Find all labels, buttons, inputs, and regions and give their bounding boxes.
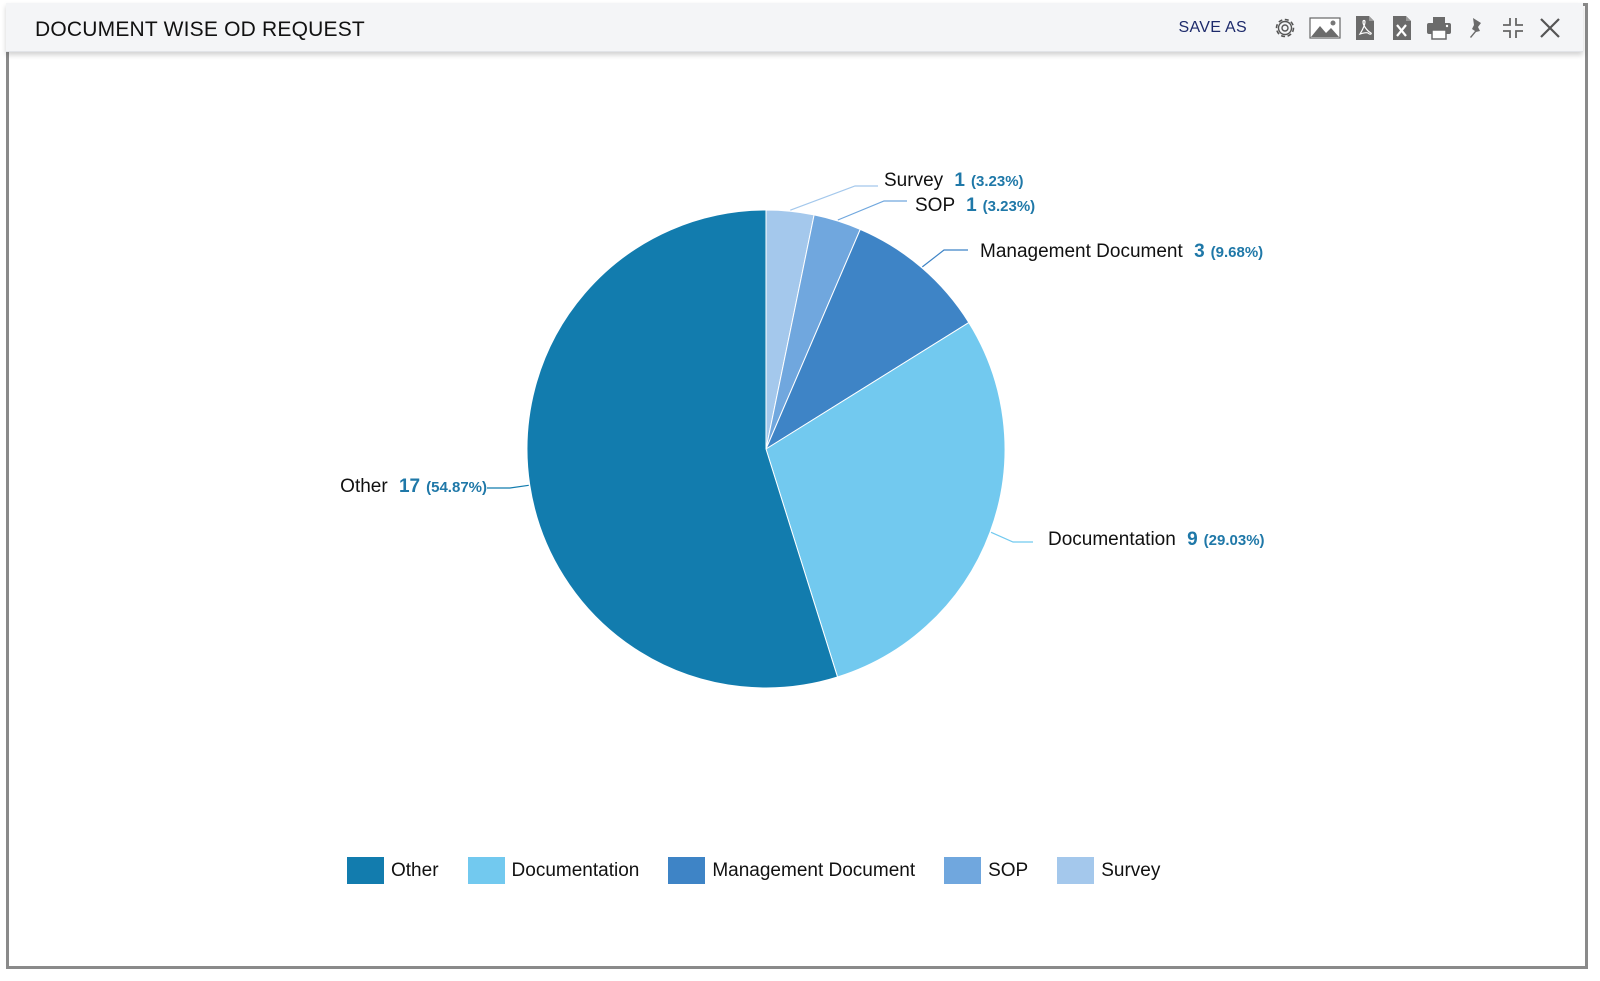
data-label-percent: (29.03%): [1204, 532, 1265, 549]
data-label-survey: Survey 1 (3.23%): [884, 170, 1024, 191]
data-label-name: Documentation: [1048, 529, 1181, 550]
data-label-percent: (3.23%): [983, 198, 1036, 215]
data-label-percent: (54.87%): [426, 479, 487, 496]
chart-legend: Other Documentation Management Document SOP…: [347, 857, 1189, 884]
pie-labels: Survey 1 (3.23%) SOP 1 (3.23%) Management Do…: [340, 170, 1264, 550]
legend-swatch: [1057, 857, 1095, 884]
close-icon[interactable]: [1535, 13, 1565, 43]
pie-slice-management-document[interactable]: [764, 228, 970, 451]
pdf-icon[interactable]: [1350, 13, 1380, 43]
pin-icon[interactable]: [1461, 13, 1491, 43]
data-label-name: Other: [340, 476, 393, 497]
page-title: DOCUMENT WISE OD REQUEST: [35, 18, 365, 41]
data-label-name: SOP: [915, 195, 960, 216]
pie-slices: [526, 209, 1006, 689]
panel-header: DOCUMENT WISE OD REQUEST SAVE AS: [6, 3, 1583, 52]
save-as-button[interactable]: SAVE AS: [1178, 19, 1247, 36]
pie-slice-documentation[interactable]: [765, 321, 1006, 678]
data-label-name: Survey: [884, 170, 948, 191]
data-label-percent: (9.68%): [1211, 244, 1264, 261]
label-connector-other: [487, 484, 529, 489]
data-label-value: 9: [1187, 529, 1198, 550]
data-label-value: 1: [966, 195, 977, 216]
label-connector-management-document: [921, 249, 968, 268]
legend-label: Management Document: [712, 859, 916, 881]
legend-swatch: [467, 857, 505, 884]
legend-label: Other: [391, 859, 439, 881]
legend-swatch: [944, 857, 982, 884]
data-label-management-document: Management Document 3 (9.68%): [980, 241, 1263, 262]
image-icon[interactable]: [1307, 13, 1343, 43]
data-label-value: 17: [399, 476, 420, 497]
data-label-documentation: Documentation 9 (29.03%): [1048, 529, 1265, 550]
data-label-sop: SOP 1 (3.23%): [915, 195, 1035, 216]
label-connector-documentation: [990, 531, 1033, 543]
legend-label: Documentation: [511, 859, 640, 881]
data-label-percent: (3.23%): [971, 173, 1024, 190]
legend-item-survey[interactable]: Survey: [1057, 857, 1160, 884]
data-label-value: 1: [954, 170, 965, 191]
legend-item-documentation[interactable]: Documentation: [467, 857, 640, 884]
collapse-icon[interactable]: [1498, 13, 1528, 43]
excel-icon[interactable]: [1387, 13, 1417, 43]
legend-swatch: [347, 857, 384, 884]
data-label-other: Other 17 (54.87%): [340, 476, 487, 497]
data-label-value: 3: [1194, 241, 1205, 262]
label-connector-survey: [790, 185, 878, 211]
pie-slice-other[interactable]: [526, 209, 839, 689]
legend-swatch: [668, 857, 706, 884]
legend-label: SOP: [988, 859, 1029, 881]
toolbar: SAVE AS: [1178, 11, 1565, 45]
data-label-name: Management Document: [980, 241, 1188, 262]
legend-item-sop[interactable]: SOP: [944, 857, 1028, 884]
print-icon[interactable]: [1424, 13, 1454, 43]
legend-item-management-document[interactable]: Management Document: [668, 857, 915, 884]
gear-icon[interactable]: [1270, 13, 1300, 43]
legend-label: Survey: [1101, 859, 1161, 881]
legend-item-other[interactable]: Other: [347, 857, 439, 884]
label-connector-sop: [837, 200, 907, 221]
